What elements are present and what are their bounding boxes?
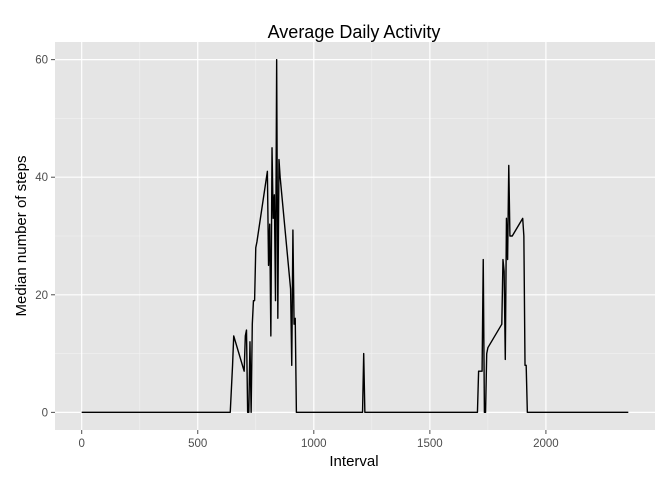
x-tick-label: 0 xyxy=(78,438,84,450)
x-tick-label: 1000 xyxy=(301,438,327,450)
minor-gridlines xyxy=(55,42,655,430)
major-gridlines xyxy=(55,42,655,430)
x-axis-title: Interval xyxy=(329,453,378,470)
y-tick-label: 0 xyxy=(42,407,48,419)
x-axis-ticks: 0 500 1000 1500 2000 xyxy=(78,430,559,450)
x-tick-label: 2000 xyxy=(533,438,559,450)
y-tick-label: 40 xyxy=(35,172,48,184)
series-line xyxy=(81,58,629,414)
y-axis-title: Median number of steps xyxy=(13,156,30,317)
x-tick-label: 1500 xyxy=(417,438,443,450)
x-tick-label: 500 xyxy=(188,438,207,450)
chart-title: Average Daily Activity xyxy=(268,22,441,42)
y-tick-label: 20 xyxy=(35,290,48,302)
y-axis-ticks: 0 20 40 60 xyxy=(35,55,55,419)
y-tick-label: 60 xyxy=(35,55,48,67)
